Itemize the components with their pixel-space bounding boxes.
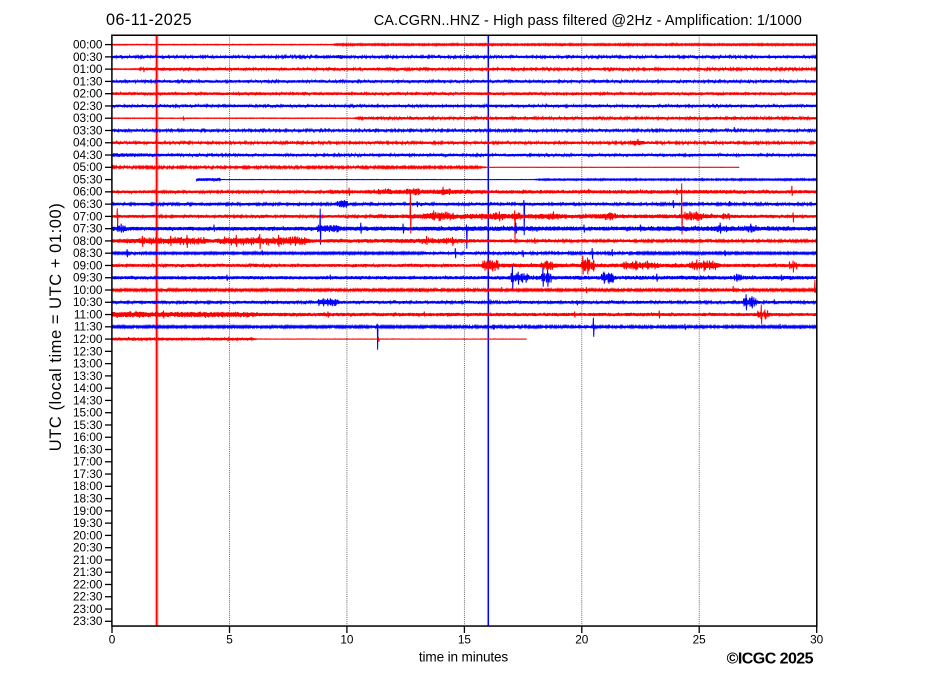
- svg-text:20:30: 20:30: [73, 541, 103, 555]
- svg-text:06-11-2025: 06-11-2025: [106, 11, 192, 29]
- svg-text:04:00: 04:00: [73, 136, 103, 150]
- svg-text:30: 30: [810, 633, 824, 647]
- svg-text:09:00: 09:00: [73, 258, 103, 272]
- svg-text:02:00: 02:00: [73, 87, 103, 101]
- svg-text:01:30: 01:30: [73, 74, 103, 88]
- svg-text:14:00: 14:00: [73, 381, 103, 395]
- svg-text:21:00: 21:00: [73, 553, 103, 567]
- svg-text:10: 10: [340, 633, 354, 647]
- svg-text:07:00: 07:00: [73, 209, 103, 223]
- svg-text:10:00: 10:00: [73, 283, 103, 297]
- svg-text:19:00: 19:00: [73, 504, 103, 518]
- svg-text:17:30: 17:30: [73, 467, 103, 481]
- svg-text:©ICGC 2025: ©ICGC 2025: [727, 651, 814, 668]
- svg-text:5: 5: [226, 633, 233, 647]
- svg-text:23:30: 23:30: [73, 614, 103, 628]
- svg-text:UTC (local time = UTC + 01:00): UTC (local time = UTC + 01:00): [47, 203, 65, 451]
- svg-text:17:00: 17:00: [73, 455, 103, 469]
- svg-text:time in minutes: time in minutes: [419, 650, 509, 665]
- svg-text:16:30: 16:30: [73, 442, 103, 456]
- svg-text:03:00: 03:00: [73, 111, 103, 125]
- svg-text:10:30: 10:30: [73, 295, 103, 309]
- svg-text:07:30: 07:30: [73, 222, 103, 236]
- svg-text:0: 0: [109, 633, 116, 647]
- svg-text:22:30: 22:30: [73, 590, 103, 604]
- svg-text:06:30: 06:30: [73, 197, 103, 211]
- svg-text:02:30: 02:30: [73, 99, 103, 113]
- svg-text:23:00: 23:00: [73, 602, 103, 616]
- svg-text:20: 20: [575, 633, 589, 647]
- svg-text:11:00: 11:00: [74, 307, 103, 321]
- svg-text:12:00: 12:00: [73, 332, 103, 346]
- svg-text:20:00: 20:00: [73, 528, 103, 542]
- svg-text:08:00: 08:00: [73, 234, 103, 248]
- svg-text:14:30: 14:30: [73, 393, 103, 407]
- svg-text:00:00: 00:00: [73, 38, 103, 52]
- svg-text:16:00: 16:00: [73, 430, 103, 444]
- svg-text:01:00: 01:00: [73, 62, 103, 76]
- svg-text:13:30: 13:30: [73, 369, 103, 383]
- svg-text:05:00: 05:00: [73, 160, 103, 174]
- svg-text:15:00: 15:00: [73, 406, 103, 420]
- svg-text:08:30: 08:30: [73, 246, 103, 260]
- svg-text:13:00: 13:00: [73, 357, 103, 371]
- svg-text:18:30: 18:30: [73, 491, 103, 505]
- svg-text:06:00: 06:00: [73, 185, 103, 199]
- svg-text:09:30: 09:30: [73, 271, 103, 285]
- svg-text:15:30: 15:30: [73, 418, 103, 432]
- svg-text:25: 25: [693, 633, 707, 647]
- svg-text:04:30: 04:30: [73, 148, 103, 162]
- svg-text:CA.CGRN..HNZ - High pass filte: CA.CGRN..HNZ - High pass filtered @2Hz -…: [374, 13, 802, 29]
- svg-text:03:30: 03:30: [73, 123, 103, 137]
- svg-text:15: 15: [458, 633, 472, 647]
- svg-text:19:30: 19:30: [73, 516, 103, 530]
- svg-text:22:00: 22:00: [73, 577, 103, 591]
- svg-text:18:00: 18:00: [73, 479, 103, 493]
- svg-text:05:30: 05:30: [73, 172, 103, 186]
- svg-text:11:30: 11:30: [74, 320, 103, 334]
- svg-text:00:30: 00:30: [73, 50, 103, 64]
- svg-text:21:30: 21:30: [73, 565, 103, 579]
- svg-text:12:30: 12:30: [73, 344, 103, 358]
